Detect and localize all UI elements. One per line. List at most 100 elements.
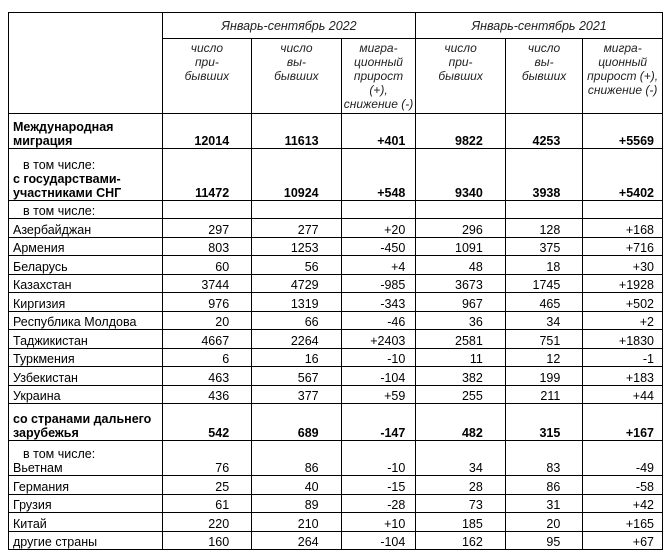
row-label: другие страны: [13, 535, 98, 549]
table-row: Азербайджан 297 277 +20 296 128 +168: [8, 218, 663, 238]
table-row: Киргизия 976 1319 -343 967 465 +502: [8, 292, 663, 312]
cell: -15: [340, 475, 417, 495]
cell: +5569: [582, 113, 663, 149]
migration-table: Январь-сентябрь 2022 Январь-сентябрь 202…: [8, 12, 663, 550]
cell: 6: [161, 347, 253, 367]
row-note: в том числе:: [8, 200, 663, 219]
cell: 255: [415, 384, 506, 404]
cell: 60: [161, 255, 253, 275]
cell: 277: [251, 218, 342, 238]
row-label: Беларусь: [13, 259, 68, 274]
cell: 34: [415, 440, 506, 476]
table-row: другие страны 160 264 -104 162 95 +67: [8, 530, 663, 550]
cell: 11: [415, 347, 506, 367]
header-net-2022: мигра-ционный прирост (+), снижение (-): [340, 38, 417, 114]
cell: 56: [251, 255, 342, 275]
cell: -450: [340, 236, 417, 256]
table-row: Грузия 61 89 -28 73 31 +42: [8, 493, 663, 513]
cell: -104: [340, 366, 417, 386]
cell: -147: [340, 403, 417, 441]
cell: +42: [582, 493, 663, 513]
cell: 66: [251, 310, 342, 330]
header-row-columns: число при-бывших число вы-бывших мигра-ц…: [9, 38, 663, 114]
cell: 86: [504, 475, 584, 495]
row-label: Армения: [13, 241, 65, 255]
cell: 160: [161, 530, 253, 550]
cell: 128: [504, 218, 584, 238]
cell: +2: [582, 310, 663, 330]
row-label: Международная миграция: [8, 113, 163, 149]
header-period-2022: Январь-сентябрь 2022: [161, 12, 417, 39]
header-departed-2021: число вы-бывших: [504, 38, 584, 114]
row-label: со странами дальнего зарубежья: [8, 403, 163, 441]
cell: -985: [340, 273, 417, 293]
cell: 20: [161, 310, 253, 330]
cell: +167: [582, 403, 663, 441]
row-label: Украина: [13, 389, 61, 403]
cell: 297: [161, 218, 253, 238]
row-label: Узбекистан: [13, 370, 78, 385]
cell: +183: [582, 366, 663, 386]
cell: 567: [251, 366, 342, 386]
cell: +1830: [582, 329, 663, 349]
table-row: Германия 25 40 -15 28 86 -58: [8, 475, 663, 495]
in-that-number-note: в том числе:: [23, 447, 96, 461]
cell: 4667: [161, 329, 253, 349]
cell: 4253: [504, 113, 584, 149]
table-row: Казахстан 3744 4729 -985 3673 1745 +1928: [8, 273, 663, 293]
cell: 9340: [415, 148, 506, 201]
cell: -343: [340, 292, 417, 312]
cell: -1: [582, 347, 663, 367]
cell: 463: [161, 366, 253, 386]
cell: +716: [582, 236, 663, 256]
cell: 86: [251, 440, 342, 476]
cell: 34: [504, 310, 584, 330]
header-empty-cell: [8, 12, 163, 114]
cell: -58: [582, 475, 663, 495]
cell: +20: [340, 218, 417, 238]
cell: 264: [251, 530, 342, 550]
cell: 3744: [161, 273, 253, 293]
cell: 162: [415, 530, 506, 550]
cell: +502: [582, 292, 663, 312]
cell: 10924: [251, 148, 342, 201]
cell: 12014: [161, 113, 253, 149]
row-label: Азербайджан: [13, 222, 92, 237]
cell: 25: [161, 475, 253, 495]
cell: 976: [161, 292, 253, 312]
cell: 375: [504, 236, 584, 256]
cell: 16: [251, 347, 342, 367]
table-row: Туркмения 6 16 -10 11 12 -1: [8, 347, 663, 367]
row-label: Республика Молдова: [13, 315, 137, 329]
cell: +548: [340, 148, 417, 201]
row-label: с государствами-участниками СНГ: [13, 172, 122, 200]
in-that-number-note: в том числе:: [8, 200, 163, 219]
cell: 199: [504, 366, 584, 386]
header-net-2021: мигра-ционный прирост (+), снижение (-): [582, 38, 663, 114]
cell: 465: [504, 292, 584, 312]
cell: +30: [582, 255, 663, 275]
cell: 220: [161, 512, 253, 532]
cell: -49: [582, 440, 663, 476]
table-row: Узбекистан 463 567 -104 382 199 +183: [8, 366, 663, 386]
table-row: Украина 436 377 +59 255 211 +44: [8, 384, 663, 404]
header-arrived-2022: число при-бывших: [161, 38, 253, 114]
cell: 3938: [504, 148, 584, 201]
cell: 482: [415, 403, 506, 441]
cell: 1319: [251, 292, 342, 312]
cell: -46: [340, 310, 417, 330]
cell: 76: [161, 440, 253, 476]
cell: +5402: [582, 148, 663, 201]
header-departed-2022: число вы-бывших: [251, 38, 342, 114]
cell: 1745: [504, 273, 584, 293]
cell: 40: [251, 475, 342, 495]
cell: 1091: [415, 236, 506, 256]
cell: 967: [415, 292, 506, 312]
row-label: Киргизия: [13, 296, 66, 311]
header-arrived-2021: число при-бывших: [415, 38, 506, 114]
cell: +10: [340, 512, 417, 532]
table-row: Беларусь 60 56 +4 48 18 +30: [8, 255, 663, 275]
row-label: Германия: [13, 479, 70, 494]
cell: 436: [161, 384, 253, 404]
cell: 61: [161, 493, 253, 513]
